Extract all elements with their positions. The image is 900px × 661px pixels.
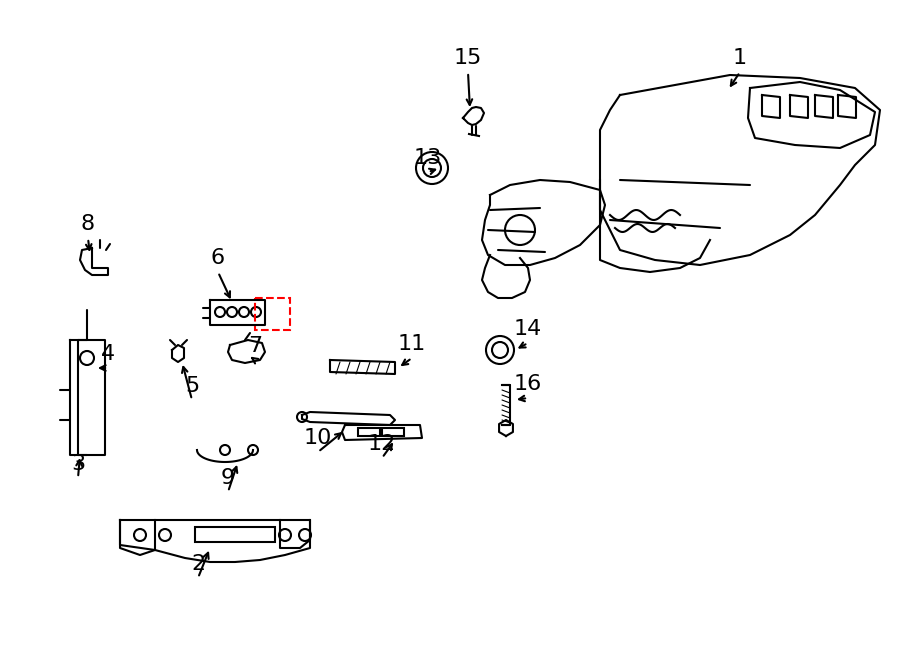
Text: 3: 3 <box>71 454 86 474</box>
Text: 11: 11 <box>398 334 426 354</box>
Text: 16: 16 <box>514 374 542 394</box>
Text: 2: 2 <box>191 554 205 574</box>
Text: 5: 5 <box>184 376 199 396</box>
Text: 1: 1 <box>733 48 747 68</box>
Text: 4: 4 <box>101 344 115 364</box>
Text: 10: 10 <box>304 428 332 448</box>
Text: 12: 12 <box>368 434 396 454</box>
Text: 8: 8 <box>81 214 95 234</box>
Bar <box>358 428 380 436</box>
Text: 9: 9 <box>220 468 235 488</box>
Bar <box>382 428 404 436</box>
Text: 6: 6 <box>211 248 225 268</box>
Text: 7: 7 <box>248 336 262 356</box>
Text: 15: 15 <box>454 48 482 68</box>
Text: 13: 13 <box>414 148 442 168</box>
Text: 14: 14 <box>514 319 542 339</box>
Bar <box>195 527 275 542</box>
